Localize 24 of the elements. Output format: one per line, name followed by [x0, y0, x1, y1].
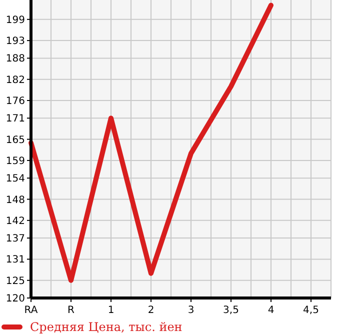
y-tick-label: 125 [6, 276, 25, 287]
y-tick-label: 154 [6, 174, 25, 185]
y-tick-label: 159 [6, 156, 25, 167]
y-tick-label: 182 [6, 74, 25, 86]
x-tick-label: 1 [108, 305, 114, 316]
y-tick-label: 199 [6, 14, 25, 26]
x-tick-label: 2 [148, 305, 154, 316]
y-tick-label: 188 [6, 54, 25, 65]
x-tick-label: 3 [188, 305, 194, 316]
legend-label: Средняя Цена, тыс. йен [30, 320, 182, 334]
y-tick-label: 193 [6, 36, 25, 48]
x-tick-label: RA [24, 305, 38, 316]
y-tick-label: 137 [6, 234, 25, 245]
y-tick-label: 165 [6, 134, 25, 146]
y-tick-label: 176 [6, 96, 25, 108]
y-tick-label: 148 [6, 194, 25, 206]
y-tick-label: 171 [6, 114, 25, 125]
x-tick-label: 3,5 [223, 305, 239, 316]
x-tick-label: R [68, 305, 75, 316]
x-tick-label: 4 [268, 305, 274, 316]
y-tick-label: 120 [6, 294, 25, 304]
y-tick-label: 131 [6, 254, 25, 266]
y-tick-label: 142 [6, 216, 25, 227]
x-tick-label: 4,5 [303, 305, 319, 316]
